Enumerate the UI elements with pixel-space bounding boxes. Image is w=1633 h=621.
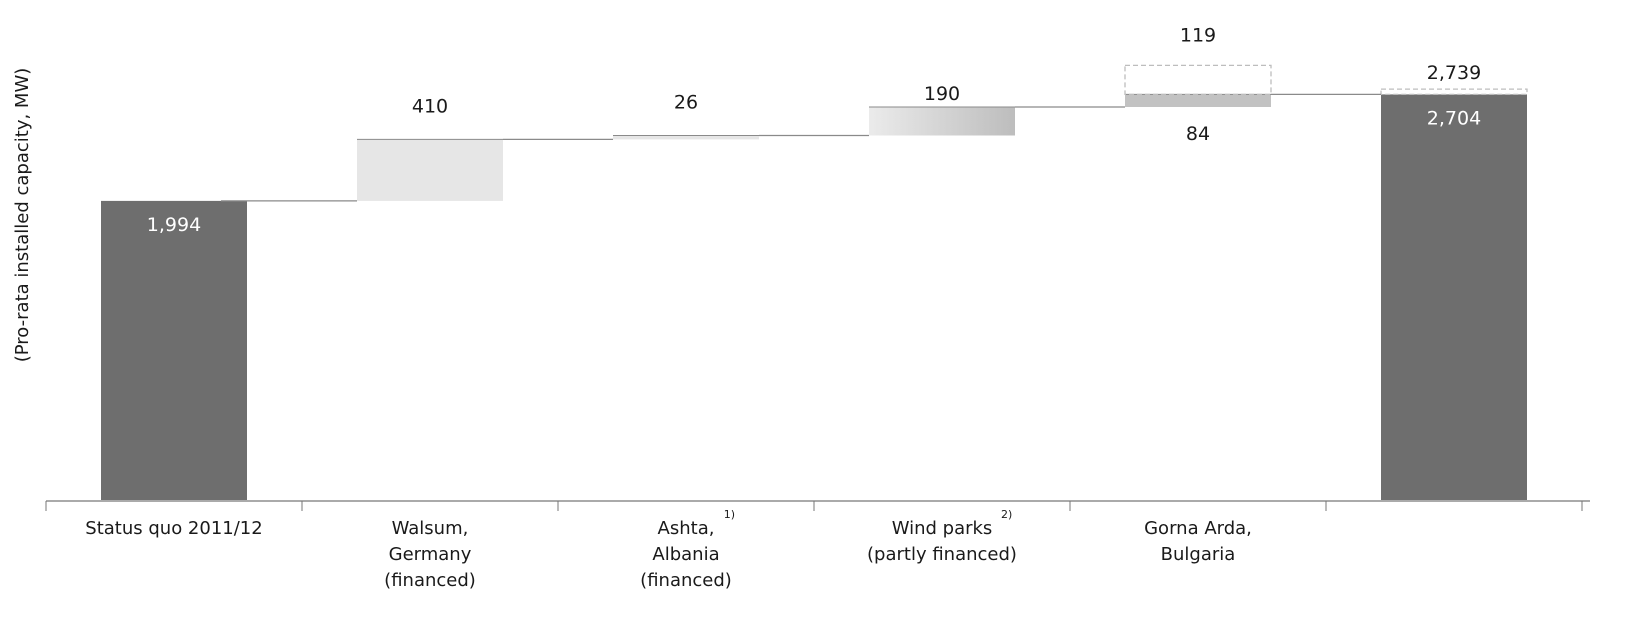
potential-box-5 [1380, 88, 1528, 96]
connectors-layer [221, 93, 1381, 202]
bar-3 [869, 107, 1015, 136]
category-label-0: Status quo 2011/12 [85, 518, 262, 539]
category-line: Wind parks [892, 518, 993, 539]
potential-box-4 [1124, 64, 1272, 96]
value-label-3: 190 [924, 83, 960, 105]
category-line: Bulgaria [1161, 544, 1236, 565]
bar-0 [101, 200, 247, 500]
category-line: Gorna Arda, [1144, 518, 1252, 539]
footnote-2: 1) [724, 508, 735, 521]
bars-layer [101, 64, 1528, 501]
bar-4 [1125, 94, 1271, 107]
category-line: Walsum, [392, 518, 469, 539]
category-line: (financed) [384, 570, 476, 591]
y-axis-label: (Pro-rata installed capacity, MW) [12, 68, 33, 363]
category-line: (financed) [640, 570, 732, 591]
category-line: Albania [652, 544, 719, 565]
x-axis: Status quo 2011/12 Walsum, Germany (finance… [45, 500, 1590, 591]
value-label-5: 2,704 [1427, 107, 1481, 129]
category-label-2: Ashta, Albania (financed) [640, 518, 732, 591]
potential-label-4: 119 [1180, 24, 1216, 46]
value-label-0: 1,994 [147, 214, 201, 236]
value-label-4: 84 [1186, 123, 1210, 145]
value-label-1: 410 [412, 95, 448, 117]
value-label-2: 26 [674, 92, 698, 114]
category-label-4: Gorna Arda, Bulgaria [1144, 518, 1252, 565]
bar-5 [1381, 94, 1527, 501]
bar-1 [357, 139, 503, 201]
category-line: (partly financed) [867, 544, 1017, 565]
bar-2 [613, 135, 759, 140]
category-line: Ashta, [658, 518, 715, 539]
category-line: Status quo 2011/12 [85, 518, 262, 539]
category-label-3: Wind parks (partly financed) [867, 518, 1017, 565]
footnote-3: 2) [1001, 508, 1012, 521]
labels-layer: 1,994 410 26 190 119 84 2,704 2,739 [147, 24, 1481, 236]
category-line: Germany [389, 544, 472, 565]
category-label-1: Walsum, Germany (financed) [384, 518, 476, 591]
potential-label-5: 2,739 [1427, 62, 1481, 84]
